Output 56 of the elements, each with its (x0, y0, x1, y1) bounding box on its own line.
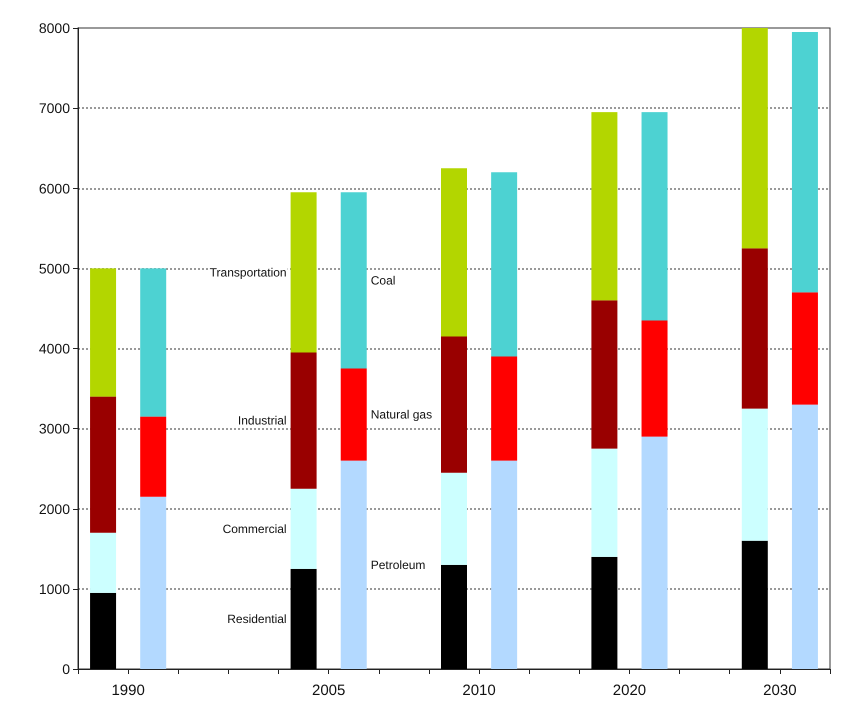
series-label: Coal (370, 273, 396, 288)
bar (642, 436, 668, 669)
bar (792, 32, 818, 292)
x-tick-label: 2005 (312, 682, 346, 699)
bar (290, 488, 317, 569)
bar (642, 320, 668, 437)
x-tick-label: 2030 (763, 682, 797, 699)
bar (792, 404, 818, 669)
y-tick-label: 7000 (38, 100, 70, 116)
bar (90, 396, 116, 533)
bar (90, 268, 116, 397)
series-label: Industrial (238, 414, 287, 428)
bar (441, 472, 467, 565)
bar (90, 532, 116, 593)
series-label: Natural gas (370, 408, 432, 422)
bar (491, 356, 518, 461)
bar (340, 460, 367, 669)
bar (642, 112, 668, 320)
x-tick-label: 2010 (462, 682, 496, 699)
y-tick-label: 4000 (38, 340, 70, 356)
bar (340, 368, 367, 461)
bar (742, 540, 768, 669)
bar (441, 168, 467, 336)
bar (742, 28, 768, 248)
bar (441, 564, 467, 669)
y-tick-label: 6000 (38, 180, 70, 196)
bar (140, 268, 166, 417)
bar (90, 592, 116, 669)
bar (140, 496, 166, 669)
bar (792, 292, 818, 405)
y-tick-label: 2000 (38, 500, 70, 517)
bar (742, 248, 768, 409)
bar (591, 556, 618, 669)
x-tick-label: 1990 (111, 682, 145, 699)
bar (491, 460, 518, 669)
y-tick-label: 1000 (38, 580, 70, 597)
bar (591, 300, 618, 449)
bar (140, 416, 166, 497)
y-tick-label: 8000 (38, 20, 70, 36)
y-tick-label: 0 (62, 661, 70, 677)
series-label: Residential (227, 612, 287, 626)
series-label: Petroleum (370, 558, 426, 572)
y-tick-label: 5000 (38, 260, 70, 276)
y-tick-label: 3000 (38, 420, 70, 437)
series-label: Transportation (210, 265, 287, 280)
series-label: Commercial (222, 522, 287, 536)
bar (491, 172, 518, 357)
x-tick-label: 2020 (612, 682, 646, 699)
bar (290, 192, 317, 353)
bar (441, 336, 467, 473)
bar (340, 192, 367, 369)
bar (742, 408, 768, 541)
bar (290, 568, 317, 669)
bar (290, 352, 317, 489)
bar (591, 448, 618, 557)
bar (591, 112, 618, 300)
